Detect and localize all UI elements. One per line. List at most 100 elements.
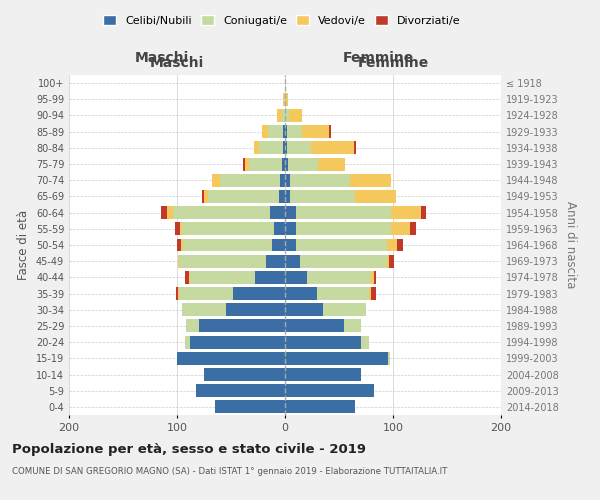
Bar: [371, 287, 376, 300]
Bar: [286, 93, 288, 106]
Bar: [167, 206, 173, 219]
Bar: [190, 271, 255, 284]
Bar: [243, 158, 245, 170]
Bar: [285, 142, 287, 154]
Bar: [161, 206, 167, 219]
Bar: [386, 254, 389, 268]
Bar: [181, 238, 184, 252]
Bar: [220, 174, 280, 186]
Bar: [300, 254, 386, 268]
Bar: [179, 287, 233, 300]
Bar: [374, 271, 376, 284]
Bar: [290, 190, 355, 203]
Bar: [285, 190, 290, 203]
Bar: [189, 271, 190, 284]
Bar: [285, 109, 289, 122]
Bar: [329, 125, 331, 138]
Bar: [369, 287, 371, 300]
Bar: [290, 174, 350, 186]
Bar: [307, 271, 371, 284]
Bar: [182, 222, 274, 235]
Bar: [371, 271, 374, 284]
Bar: [196, 384, 285, 397]
Bar: [285, 125, 287, 138]
Bar: [361, 336, 369, 348]
Bar: [173, 206, 270, 219]
Bar: [255, 271, 285, 284]
Bar: [311, 142, 354, 154]
Bar: [285, 400, 355, 413]
Bar: [287, 125, 302, 138]
Bar: [289, 109, 302, 122]
Bar: [317, 287, 369, 300]
Bar: [350, 174, 391, 186]
Bar: [254, 142, 259, 154]
Bar: [285, 352, 388, 365]
Bar: [204, 190, 208, 203]
Bar: [282, 109, 285, 122]
Bar: [185, 271, 189, 284]
Bar: [285, 93, 286, 106]
Bar: [388, 352, 390, 365]
Bar: [285, 336, 361, 348]
Bar: [285, 304, 323, 316]
Bar: [285, 254, 300, 268]
Text: COMUNE DI SAN GREGORIO MAGNO (SA) - Dati ISTAT 1° gennaio 2019 - Elaborazione TU: COMUNE DI SAN GREGORIO MAGNO (SA) - Dati…: [12, 468, 448, 476]
Bar: [421, 206, 427, 219]
Bar: [283, 125, 285, 138]
Bar: [280, 174, 285, 186]
Bar: [185, 320, 199, 332]
Bar: [185, 336, 190, 348]
Text: Maschi: Maschi: [150, 56, 204, 70]
Bar: [283, 142, 285, 154]
Bar: [175, 222, 180, 235]
Bar: [266, 254, 285, 268]
Bar: [212, 174, 220, 186]
Bar: [199, 320, 285, 332]
Bar: [233, 287, 285, 300]
Bar: [202, 190, 204, 203]
Bar: [179, 254, 266, 268]
Bar: [389, 254, 394, 268]
Bar: [344, 320, 361, 332]
Bar: [259, 142, 283, 154]
Text: Femmine: Femmine: [343, 51, 413, 65]
Bar: [323, 304, 366, 316]
Bar: [285, 174, 290, 186]
Bar: [177, 238, 181, 252]
Bar: [283, 93, 284, 106]
Bar: [285, 384, 374, 397]
Bar: [285, 320, 344, 332]
Bar: [287, 142, 311, 154]
Bar: [268, 125, 283, 138]
Bar: [285, 238, 296, 252]
Text: Femmine: Femmine: [358, 56, 428, 70]
Bar: [282, 158, 285, 170]
Bar: [285, 368, 361, 381]
Bar: [285, 271, 307, 284]
Bar: [277, 109, 282, 122]
Bar: [215, 400, 285, 413]
Legend: Celibi/Nubili, Coniugati/e, Vedovi/e, Divorziati/e: Celibi/Nubili, Coniugati/e, Vedovi/e, Di…: [99, 10, 465, 30]
Bar: [285, 158, 288, 170]
Bar: [355, 190, 396, 203]
Bar: [180, 222, 182, 235]
Bar: [296, 222, 391, 235]
Bar: [184, 238, 272, 252]
Bar: [208, 190, 278, 203]
Bar: [270, 206, 285, 219]
Bar: [177, 352, 285, 365]
Bar: [397, 238, 403, 252]
Bar: [296, 206, 391, 219]
Bar: [391, 206, 421, 219]
Bar: [391, 222, 410, 235]
Bar: [176, 287, 178, 300]
Bar: [178, 254, 179, 268]
Bar: [386, 238, 397, 252]
Bar: [296, 238, 386, 252]
Y-axis label: Anni di nascita: Anni di nascita: [564, 202, 577, 288]
Bar: [274, 222, 285, 235]
Bar: [278, 190, 285, 203]
Bar: [410, 222, 416, 235]
Bar: [190, 336, 285, 348]
